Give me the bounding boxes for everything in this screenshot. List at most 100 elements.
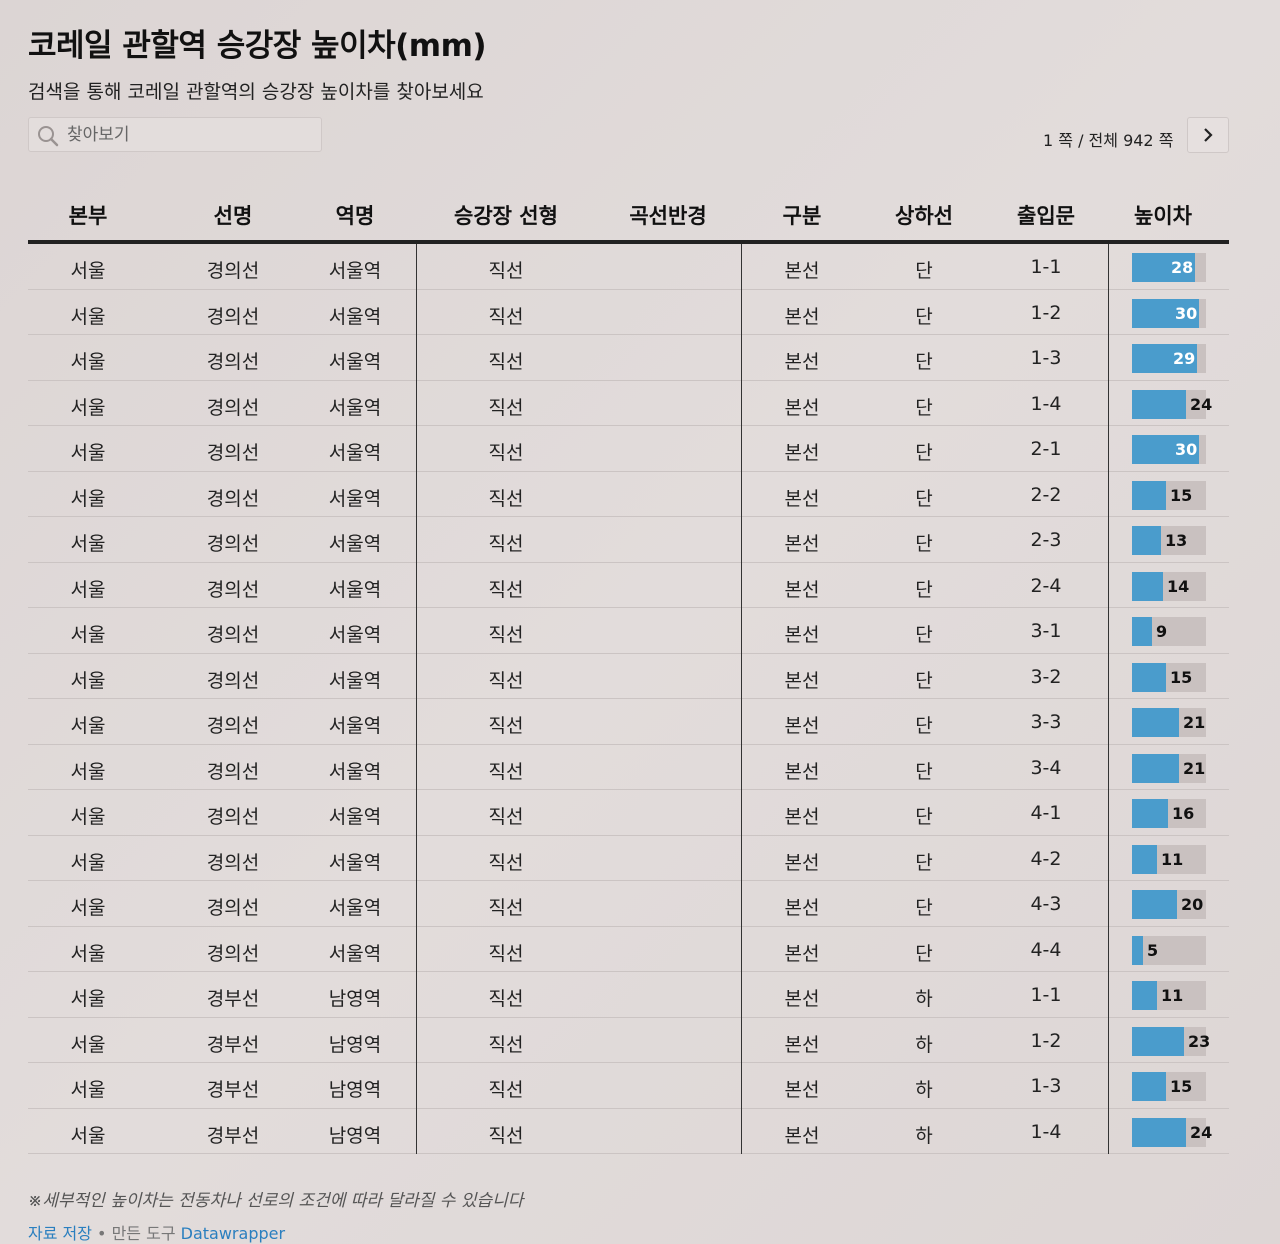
height-bar-track: 28 [1132,253,1206,282]
cell-direction: 단 [915,851,933,874]
cell-door: 1-3 [1030,347,1062,369]
table-row: 서울 경의선 서울역 직선 본선 단 1-2 30 [28,290,1229,335]
cell-direction: 하 [915,988,933,1010]
height-bar [1132,253,1195,282]
height-bar-track: 16 [1132,799,1206,828]
height-bar [1132,935,1143,965]
column-header-type[interactable]: 구분 [782,204,822,228]
cell-branch: 서울 [70,1033,106,1056]
height-bar-track: 24 [1132,1117,1212,1147]
column-header-branch[interactable]: 본부 [68,204,108,228]
cell-branch: 서울 [70,806,106,828]
height-value-label: 21 [1183,758,1206,778]
column-header-line[interactable]: 선명 [213,204,253,228]
table-row: 서울 경부선 남영역 직선 본선 하 1-4 24 [28,1109,1229,1154]
cell-station: 서울역 [328,487,382,510]
footer-separator: • 만든 도구 [91,1224,181,1243]
cell-branch: 서울 [70,715,106,737]
column-header-height-diff[interactable]: 높이차 [1134,204,1192,228]
cell-type: 본선 [784,988,820,1010]
cell-door: 2-3 [1030,529,1062,551]
cell-door: 3-4 [1030,756,1062,779]
cell-line: 경의선 [206,851,260,874]
cell-branch: 서울 [70,988,106,1010]
cell-platform-shape: 직선 [488,1124,524,1147]
footer: 자료 저장 • 만든 도구 Datawrapper [28,1220,285,1244]
cell-type: 본선 [784,442,820,464]
cell-platform-shape: 직선 [488,442,524,464]
cell-station: 서울역 [328,942,382,965]
cell-direction: 단 [915,351,933,373]
cell-station: 서울역 [328,351,382,373]
cell-type: 본선 [784,715,820,737]
height-value-label: 24 [1190,1122,1213,1142]
cell-line: 경부선 [206,988,260,1010]
cell-platform-shape: 직선 [488,1033,524,1056]
save-data-link[interactable]: 자료 저장 [28,1224,92,1243]
column-header-platform-shape[interactable]: 승강장 선형 [454,204,558,228]
height-bar-track: 15 [1132,1072,1206,1101]
cell-type: 본선 [784,1079,820,1101]
cell-direction: 단 [915,442,933,464]
height-bar-track: 21 [1132,708,1206,737]
table-row: 서울 경의선 서울역 직선 본선 단 3-2 15 [28,654,1229,699]
height-bar [1132,571,1163,601]
table-row: 서울 경의선 서울역 직선 본선 단 1-1 28 [28,244,1229,290]
cell-door: 1-1 [1030,984,1062,1006]
page-title: 코레일 관할역 승강장 높이차(mm) [28,28,487,64]
cell-line: 경의선 [206,351,260,373]
height-value-label: 14 [1167,576,1190,596]
height-bar [1132,1026,1184,1056]
cell-type: 본선 [784,760,820,783]
cell-door: 4-2 [1030,847,1062,870]
datawrapper-link[interactable]: Datawrapper [180,1224,286,1243]
cell-branch: 서울 [70,1079,106,1101]
cell-line: 경의선 [206,578,260,601]
cell-line: 경의선 [206,624,260,646]
column-header-station[interactable]: 역명 [335,204,375,228]
cell-line: 경의선 [206,396,260,419]
column-header-door[interactable]: 출입문 [1017,204,1075,228]
cell-station: 서울역 [328,669,382,692]
next-page-button[interactable] [1187,117,1229,153]
cell-platform-shape: 직선 [488,533,524,555]
cell-direction: 하 [915,1124,933,1147]
search-input[interactable] [67,118,312,151]
cell-type: 본선 [784,487,820,510]
table-row: 서울 경의선 서울역 직선 본선 단 1-4 24 [28,381,1229,426]
table-row: 서울 경부선 남영역 직선 본선 하 1-1 11 [28,972,1229,1018]
cell-platform-shape: 직선 [488,396,524,419]
height-bar-track: 11 [1132,844,1206,874]
cell-door: 3-1 [1030,620,1062,642]
column-divider [416,244,417,1154]
height-bar [1132,526,1161,555]
cell-branch: 서울 [70,305,106,328]
cell-line: 경의선 [206,760,260,783]
cell-station: 서울역 [328,897,382,919]
cell-station: 남영역 [328,988,382,1010]
height-bar [1132,1117,1186,1147]
cell-line: 경의선 [206,669,260,692]
cell-platform-shape: 직선 [488,897,524,919]
height-value-label: 24 [1190,394,1213,414]
cell-station: 서울역 [328,260,382,282]
chevron-right-icon [1204,128,1213,142]
cell-station: 남영역 [328,1033,382,1056]
cell-platform-shape: 직선 [488,669,524,692]
column-header-direction[interactable]: 상하선 [895,204,953,228]
cell-line: 경부선 [206,1124,260,1147]
column-header-curve-radius[interactable]: 곡선반경 [629,204,707,228]
cell-type: 본선 [784,1124,820,1147]
height-value-label: 13 [1165,531,1188,550]
search-box[interactable] [28,117,322,152]
table-row: 서울 경의선 서울역 직선 본선 단 3-4 21 [28,745,1229,790]
table-row: 서울 경의선 서울역 직선 본선 단 2-2 15 [28,472,1229,517]
table-row: 서울 경의선 서울역 직선 본선 단 3-1 9 [28,608,1229,654]
height-bar [1132,753,1179,783]
cell-branch: 서울 [70,1124,106,1147]
height-bar [1132,480,1166,510]
height-value-label: 11 [1161,986,1184,1005]
cell-type: 본선 [784,305,820,328]
cell-type: 본선 [784,396,820,419]
height-bar-track: 20 [1132,890,1206,919]
